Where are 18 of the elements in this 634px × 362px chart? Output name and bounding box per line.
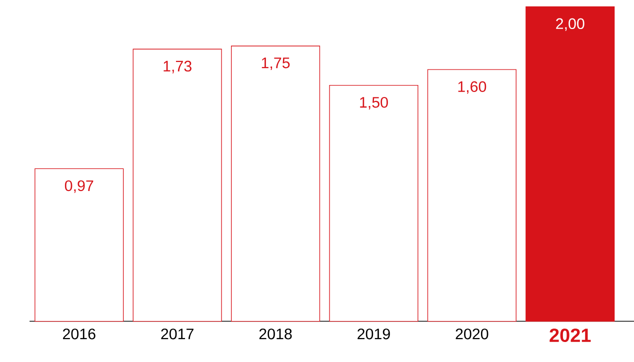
bar xyxy=(427,69,516,322)
x-tick-label: 2016 xyxy=(62,328,96,340)
x-tick-label: 2020 xyxy=(456,328,488,340)
data-label: 2,00 xyxy=(556,18,584,31)
bar xyxy=(231,46,320,322)
data-label: 1,75 xyxy=(262,57,290,70)
data-label: 1,60 xyxy=(458,81,486,94)
x-tick-label: 2019 xyxy=(358,328,390,340)
data-label: 1,50 xyxy=(360,96,388,110)
bar xyxy=(329,84,418,322)
bar xyxy=(34,168,124,322)
bar xyxy=(526,6,615,322)
x-tick-label: 2021 xyxy=(550,328,591,342)
bar xyxy=(132,48,222,322)
x-tick-label: 2018 xyxy=(259,328,292,340)
x-tick-label: 2017 xyxy=(161,328,194,340)
data-label: 1,73 xyxy=(164,60,192,74)
data-label: 0,97 xyxy=(64,180,94,193)
